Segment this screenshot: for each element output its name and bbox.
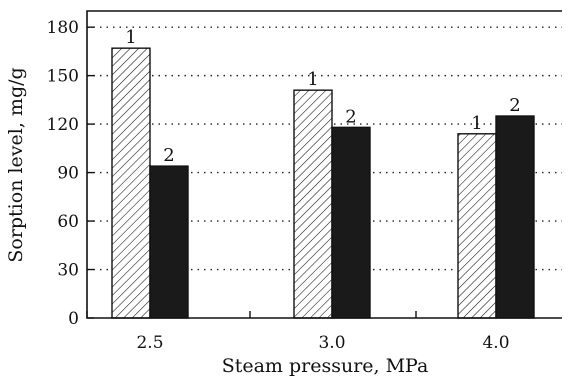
bar-label-series-2: 2: [163, 145, 174, 166]
bar-label-series-1: 1: [471, 113, 482, 134]
bar-label-series-1: 1: [307, 69, 318, 90]
bars: [111, 47, 535, 319]
bar-labels: 1 2 1 2 1 2: [125, 27, 520, 166]
y-tick-label: 180: [47, 18, 79, 38]
axes: [86, 10, 562, 319]
plot-frame: [86, 10, 562, 319]
y-tick-label: 120: [47, 115, 79, 135]
bar-series-2: [495, 115, 535, 319]
bar-label-series-2: 2: [345, 106, 356, 127]
x-axis-title: Steam pressure, MPa: [222, 355, 429, 377]
bar-label-series-1: 1: [125, 27, 136, 48]
x-tick-label: 4.0: [482, 333, 509, 353]
x-tick-label: 2.5: [136, 333, 163, 353]
bar-label-series-2: 2: [509, 95, 520, 116]
bar-series-2: [331, 126, 371, 319]
y-tick-label: 0: [68, 309, 79, 329]
y-tick-label: 60: [57, 212, 79, 232]
bar-series-2: [149, 165, 189, 319]
y-tick-label: 150: [47, 67, 79, 87]
bar-series-1: [293, 89, 333, 319]
y-tick-label: 30: [57, 261, 79, 281]
y-axis-title: Sorption level, mg/g: [5, 67, 27, 262]
bar-series-1: [457, 133, 497, 319]
x-tick-label: 3.0: [318, 333, 345, 353]
ticks: 0 30 60 90 120 150 180 2.5 3.0 4.0: [47, 18, 510, 353]
y-tick-label: 90: [57, 164, 79, 184]
bar-series-1: [111, 47, 151, 319]
